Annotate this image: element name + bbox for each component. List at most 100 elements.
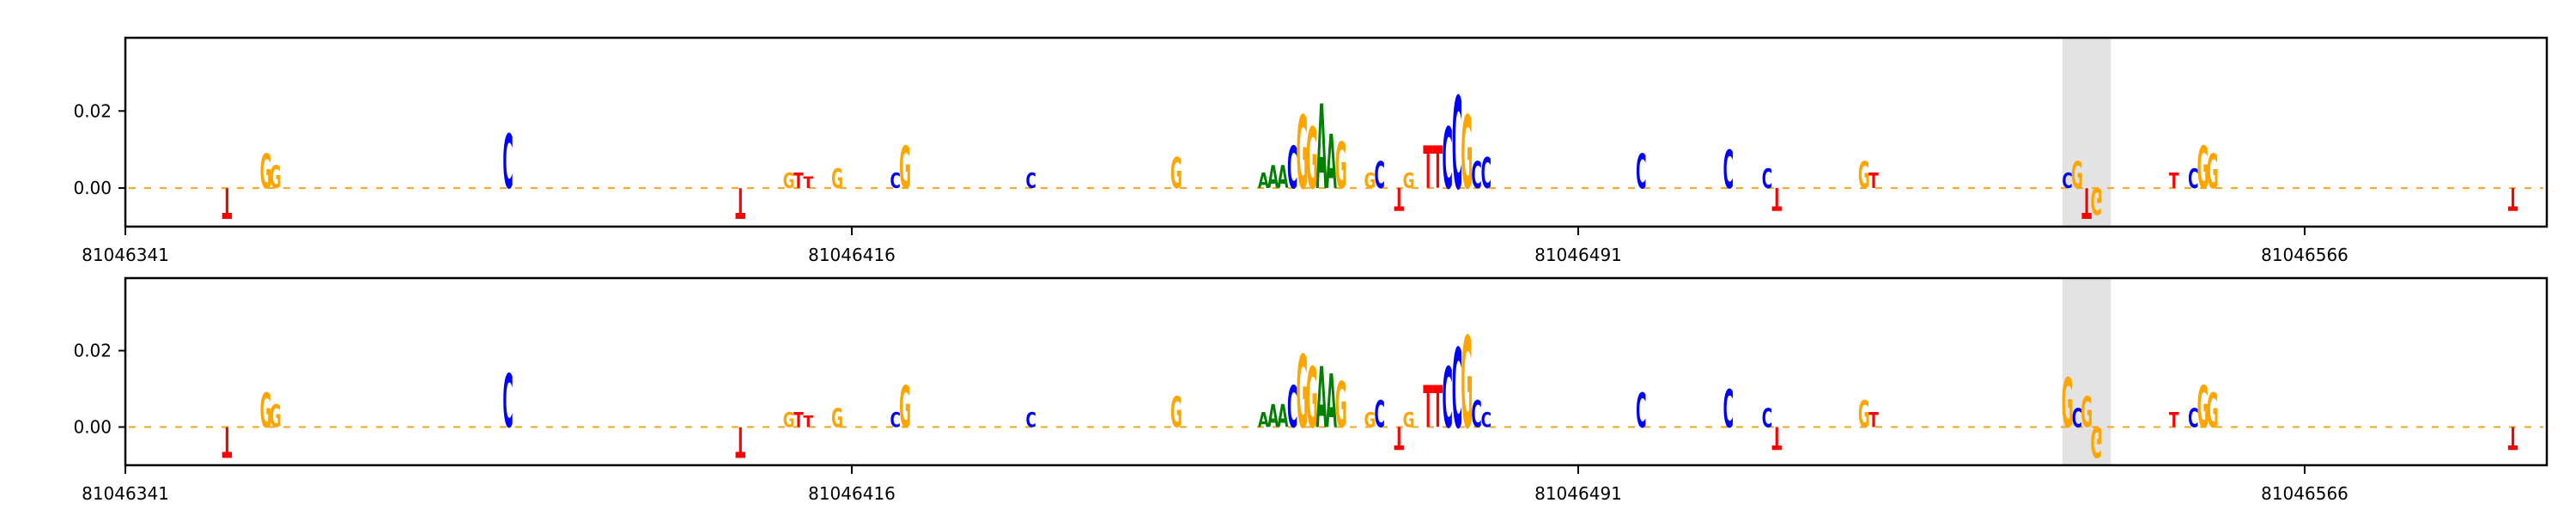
logo-letter-g: G — [1306, 349, 1318, 447]
logo-letter-g: G — [270, 398, 282, 434]
logo-letter-c: C — [1025, 168, 1036, 193]
logo-letter-a: A — [1258, 168, 1270, 193]
x-tick-label: 81046566 — [2261, 483, 2348, 504]
logo-letter-c: C — [1287, 134, 1297, 203]
logo-letter-a: A — [1316, 349, 1327, 447]
logo-letter-g: G — [2071, 154, 2083, 197]
logo-letter-t: T — [1394, 180, 1405, 218]
logo-letter-g: G — [1297, 95, 1309, 212]
logo-letter-c: C — [2062, 168, 2072, 193]
y-tick-label: 0.02 — [73, 100, 112, 121]
logo-letter-t: T — [1394, 420, 1405, 456]
logo-letter-g: G — [2207, 383, 2219, 439]
logo-letter-g: G — [1364, 168, 1376, 193]
logo-letter-t: T — [1433, 134, 1443, 203]
logo-letter-c: C — [1636, 383, 1646, 439]
logo-letter-c: C — [1762, 403, 1772, 433]
logo-letter-a: A — [1258, 408, 1270, 432]
logo-letter-c: C — [1636, 144, 1646, 200]
logo-letter-c: C — [1375, 393, 1385, 436]
logo-letter-g: G — [1170, 388, 1182, 437]
logo-letter-c: C — [2188, 403, 2198, 433]
logo-letter-g: G — [2081, 388, 2093, 437]
logo-letter-g: G — [2197, 374, 2209, 441]
logo-letter-a: A — [1316, 81, 1327, 215]
logo-letter-g: G — [783, 168, 795, 193]
logo-letter-t: T — [1423, 374, 1433, 441]
x-tick-label: 81046341 — [82, 483, 169, 504]
logo-letter-g: G — [2091, 416, 2103, 465]
logo-letter-c: C — [890, 408, 901, 432]
logo-letter-g: G — [2197, 134, 2209, 203]
highlight-region — [2063, 278, 2111, 465]
y-tick-label: 0.02 — [73, 341, 112, 361]
y-tick-label: 0.00 — [73, 417, 112, 438]
logo-letter-c: C — [1452, 324, 1462, 453]
logo-letter-g: G — [1170, 149, 1182, 199]
logo-letter-t: T — [1433, 374, 1443, 441]
logo-letter-g: G — [1306, 109, 1318, 209]
logo-letter-c: C — [2072, 403, 2082, 433]
logo-letter-c: C — [1723, 139, 1734, 201]
x-tick-label: 81046566 — [2261, 245, 2348, 265]
logo-letter-t: T — [2081, 178, 2092, 227]
logo-letter-t: T — [803, 414, 813, 432]
x-tick-label: 81046416 — [808, 483, 896, 504]
logo-letter-t: T — [222, 178, 233, 227]
logo-letter-t: T — [736, 416, 746, 465]
logo-letter-a: A — [1277, 158, 1289, 196]
logo-letter-c: C — [1762, 164, 1772, 195]
logo-letter-c: C — [1287, 374, 1297, 441]
logo-letter-t: T — [2508, 420, 2518, 456]
logo-letter-a: A — [1267, 398, 1279, 434]
logo-letter-g: G — [899, 374, 911, 441]
logo-letter-t: T — [1771, 180, 1782, 218]
logo-letter-g: G — [831, 164, 843, 195]
logo-letter-c: C — [1471, 154, 1481, 197]
logo-letter-t: T — [736, 178, 746, 227]
x-tick-label: 81046341 — [82, 245, 169, 265]
x-tick-label: 81046491 — [1534, 483, 1622, 504]
logo-letter-a: A — [1267, 158, 1279, 196]
logo-letter-g: G — [1335, 129, 1347, 203]
logo-letter-g: G — [1858, 154, 1870, 197]
logo-letter-g: G — [1403, 168, 1415, 193]
logo-letter-t: T — [793, 168, 804, 193]
logo-letter-t: T — [793, 408, 804, 432]
logo-letter-c: C — [1452, 70, 1462, 218]
logo-letter-t: T — [1868, 408, 1879, 432]
logo-letter-g: G — [1858, 393, 1870, 436]
axes-frame — [124, 36, 2549, 228]
logo-letter-c: C — [1481, 149, 1492, 199]
axes-frame — [124, 276, 2549, 467]
logo-letter-c: C — [502, 119, 513, 206]
logo-letter-g: G — [1403, 408, 1415, 432]
logo-letter-g: G — [1461, 95, 1473, 212]
logo-letter-g: G — [260, 144, 272, 200]
highlight-region — [2063, 38, 2111, 227]
logo-letter-t: T — [1423, 134, 1433, 203]
logo-letter-g: G — [260, 383, 272, 439]
x-tick-label: 81046491 — [1534, 245, 1622, 265]
logo-letter-g: G — [2062, 364, 2074, 444]
logo-letter-g: G — [831, 403, 843, 433]
logo-letter-c: C — [1025, 408, 1036, 432]
logo-letter-a: A — [1277, 398, 1288, 434]
logo-letter-g: G — [1364, 408, 1376, 432]
logo-letter-g: G — [270, 158, 282, 196]
logo-letter-a: A — [1326, 119, 1337, 206]
logo-letter-c: C — [502, 359, 513, 445]
logo-letter-t: T — [222, 416, 233, 465]
logo-letter-c: C — [1443, 109, 1453, 209]
logo-letter-t: T — [803, 174, 813, 192]
logo-letter-c: C — [1375, 154, 1385, 197]
logo-letter-g: G — [899, 134, 911, 203]
logo-letter-t: T — [1771, 420, 1782, 456]
logo-letter-c: C — [2188, 164, 2198, 195]
logo-letter-a: A — [1326, 359, 1337, 445]
logo-letter-g: G — [1297, 335, 1309, 451]
logo-letter-t: T — [2169, 408, 2179, 432]
logo-letter-t: T — [2508, 180, 2518, 218]
